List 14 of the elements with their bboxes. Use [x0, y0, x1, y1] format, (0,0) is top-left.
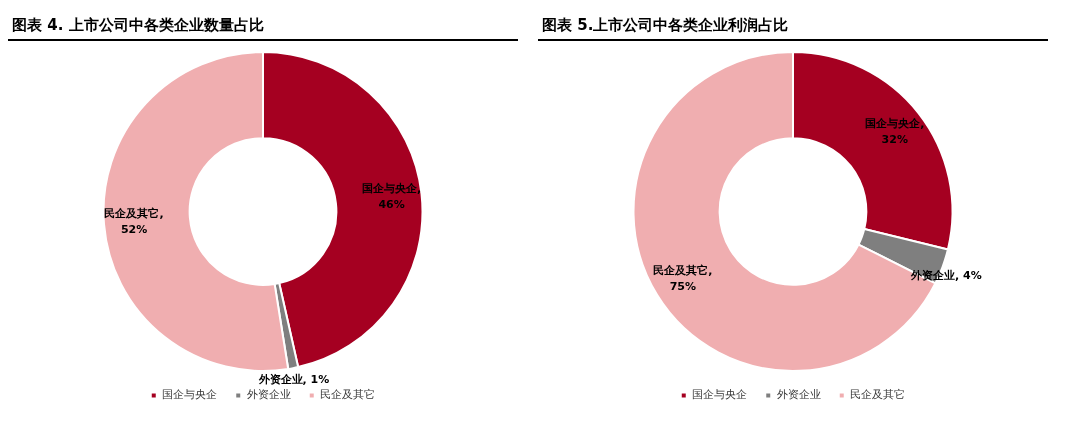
legend-label: 国企与央企 [692, 388, 748, 402]
legend-label: 民企及其它 [320, 388, 376, 402]
data-label: 外资企业, 1% [257, 372, 330, 386]
legend-label: 国企与央企 [162, 388, 218, 402]
data-label: 国企与央企, 46% [361, 182, 422, 212]
data-label: 国企与央企, 32% [865, 116, 925, 146]
data-label: 民企及其它, 75% [653, 264, 713, 294]
legend-label: 外资企业 [246, 388, 291, 402]
data-label: 外资企业, 4% [910, 269, 982, 282]
chart-title: 图表 5.上市公司中各类企业利润占比 [538, 12, 1048, 41]
legend-label: 外资企业 [776, 388, 821, 402]
legend-label: 民企及其它 [850, 388, 906, 402]
data-label: 民企及其它, 52% [104, 206, 164, 236]
chart-title: 图表 4. 上市公司中各类企业数量占比 [8, 12, 518, 41]
